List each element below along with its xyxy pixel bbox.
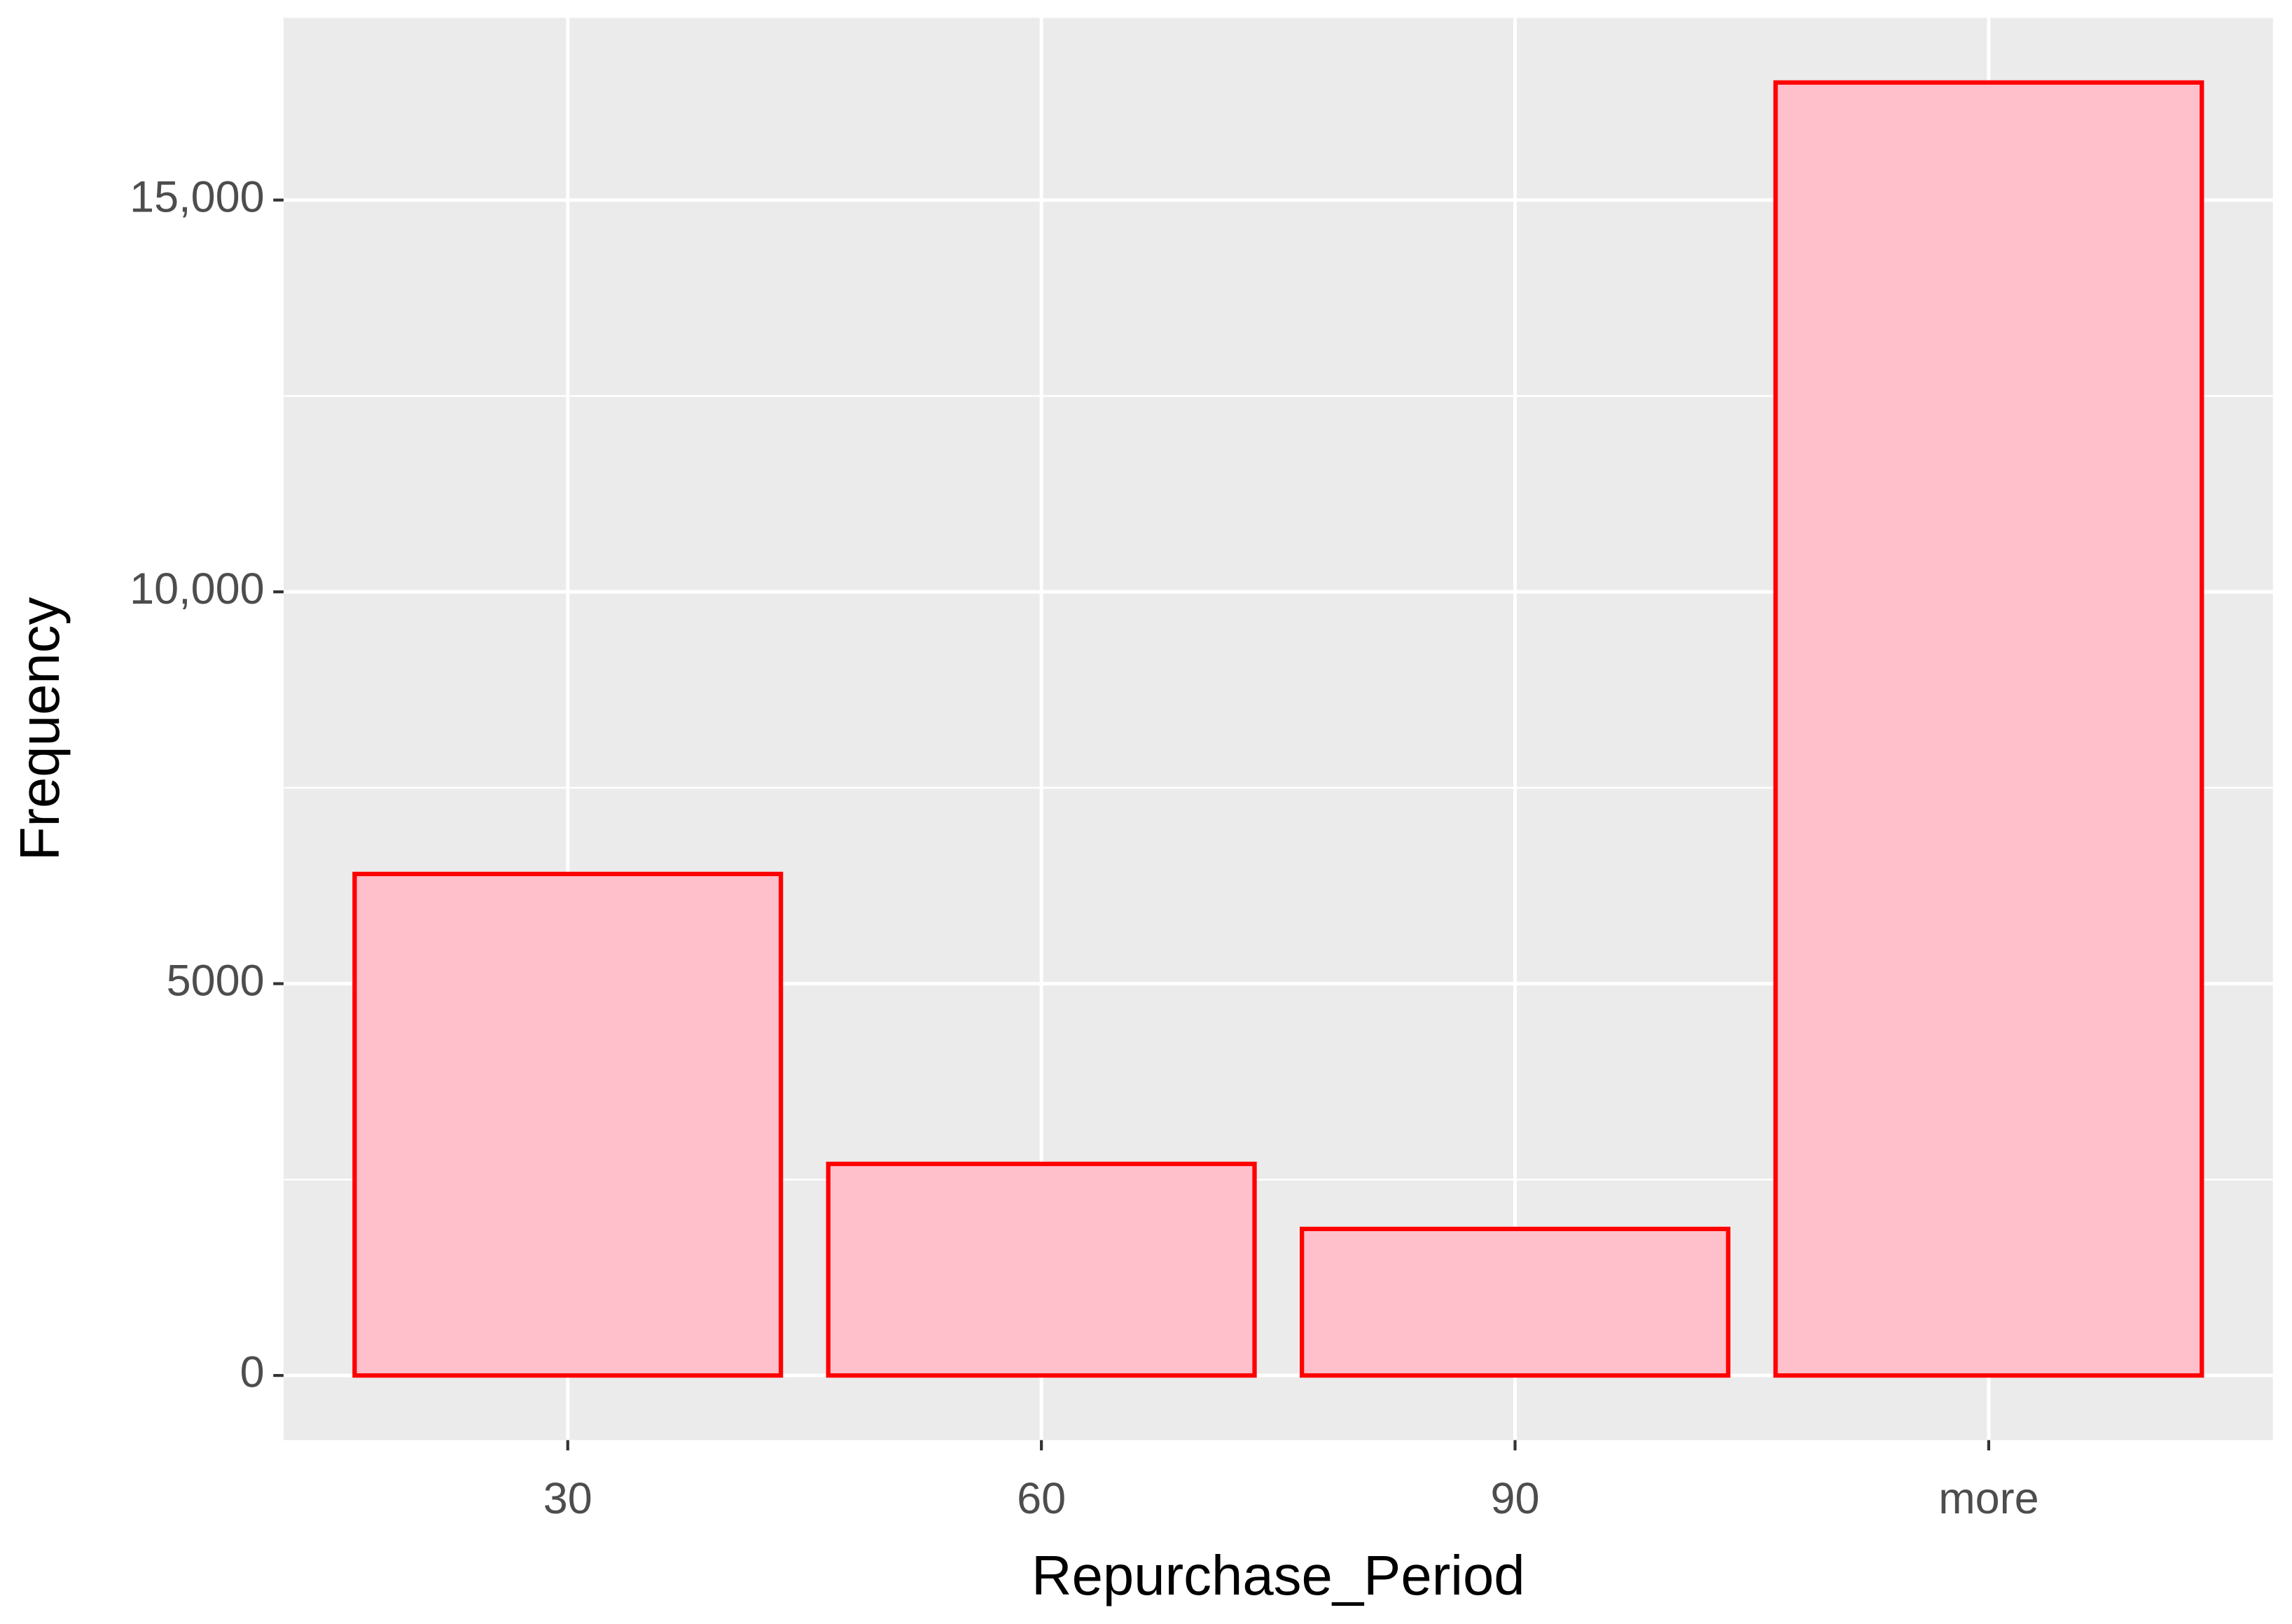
y-tick-label: 5000 (167, 956, 265, 1005)
bar (826, 1161, 1257, 1378)
x-tick-label: 30 (543, 1474, 592, 1523)
y-tick-label: 10,000 (130, 564, 265, 613)
x-axis-title: Repurchase_Period (1032, 1544, 1525, 1606)
y-tick-label: 15,000 (130, 172, 265, 221)
y-tick-label: 0 (240, 1348, 265, 1397)
x-tick-label: more (1938, 1474, 2039, 1523)
x-tick-label: 60 (1017, 1474, 1066, 1523)
y-axis-title: Frequency (8, 597, 71, 861)
bar (1299, 1226, 1731, 1378)
x-tick-label: 90 (1491, 1474, 1540, 1523)
bars (352, 80, 2204, 1378)
bar (1773, 80, 2204, 1378)
bar (352, 871, 784, 1378)
